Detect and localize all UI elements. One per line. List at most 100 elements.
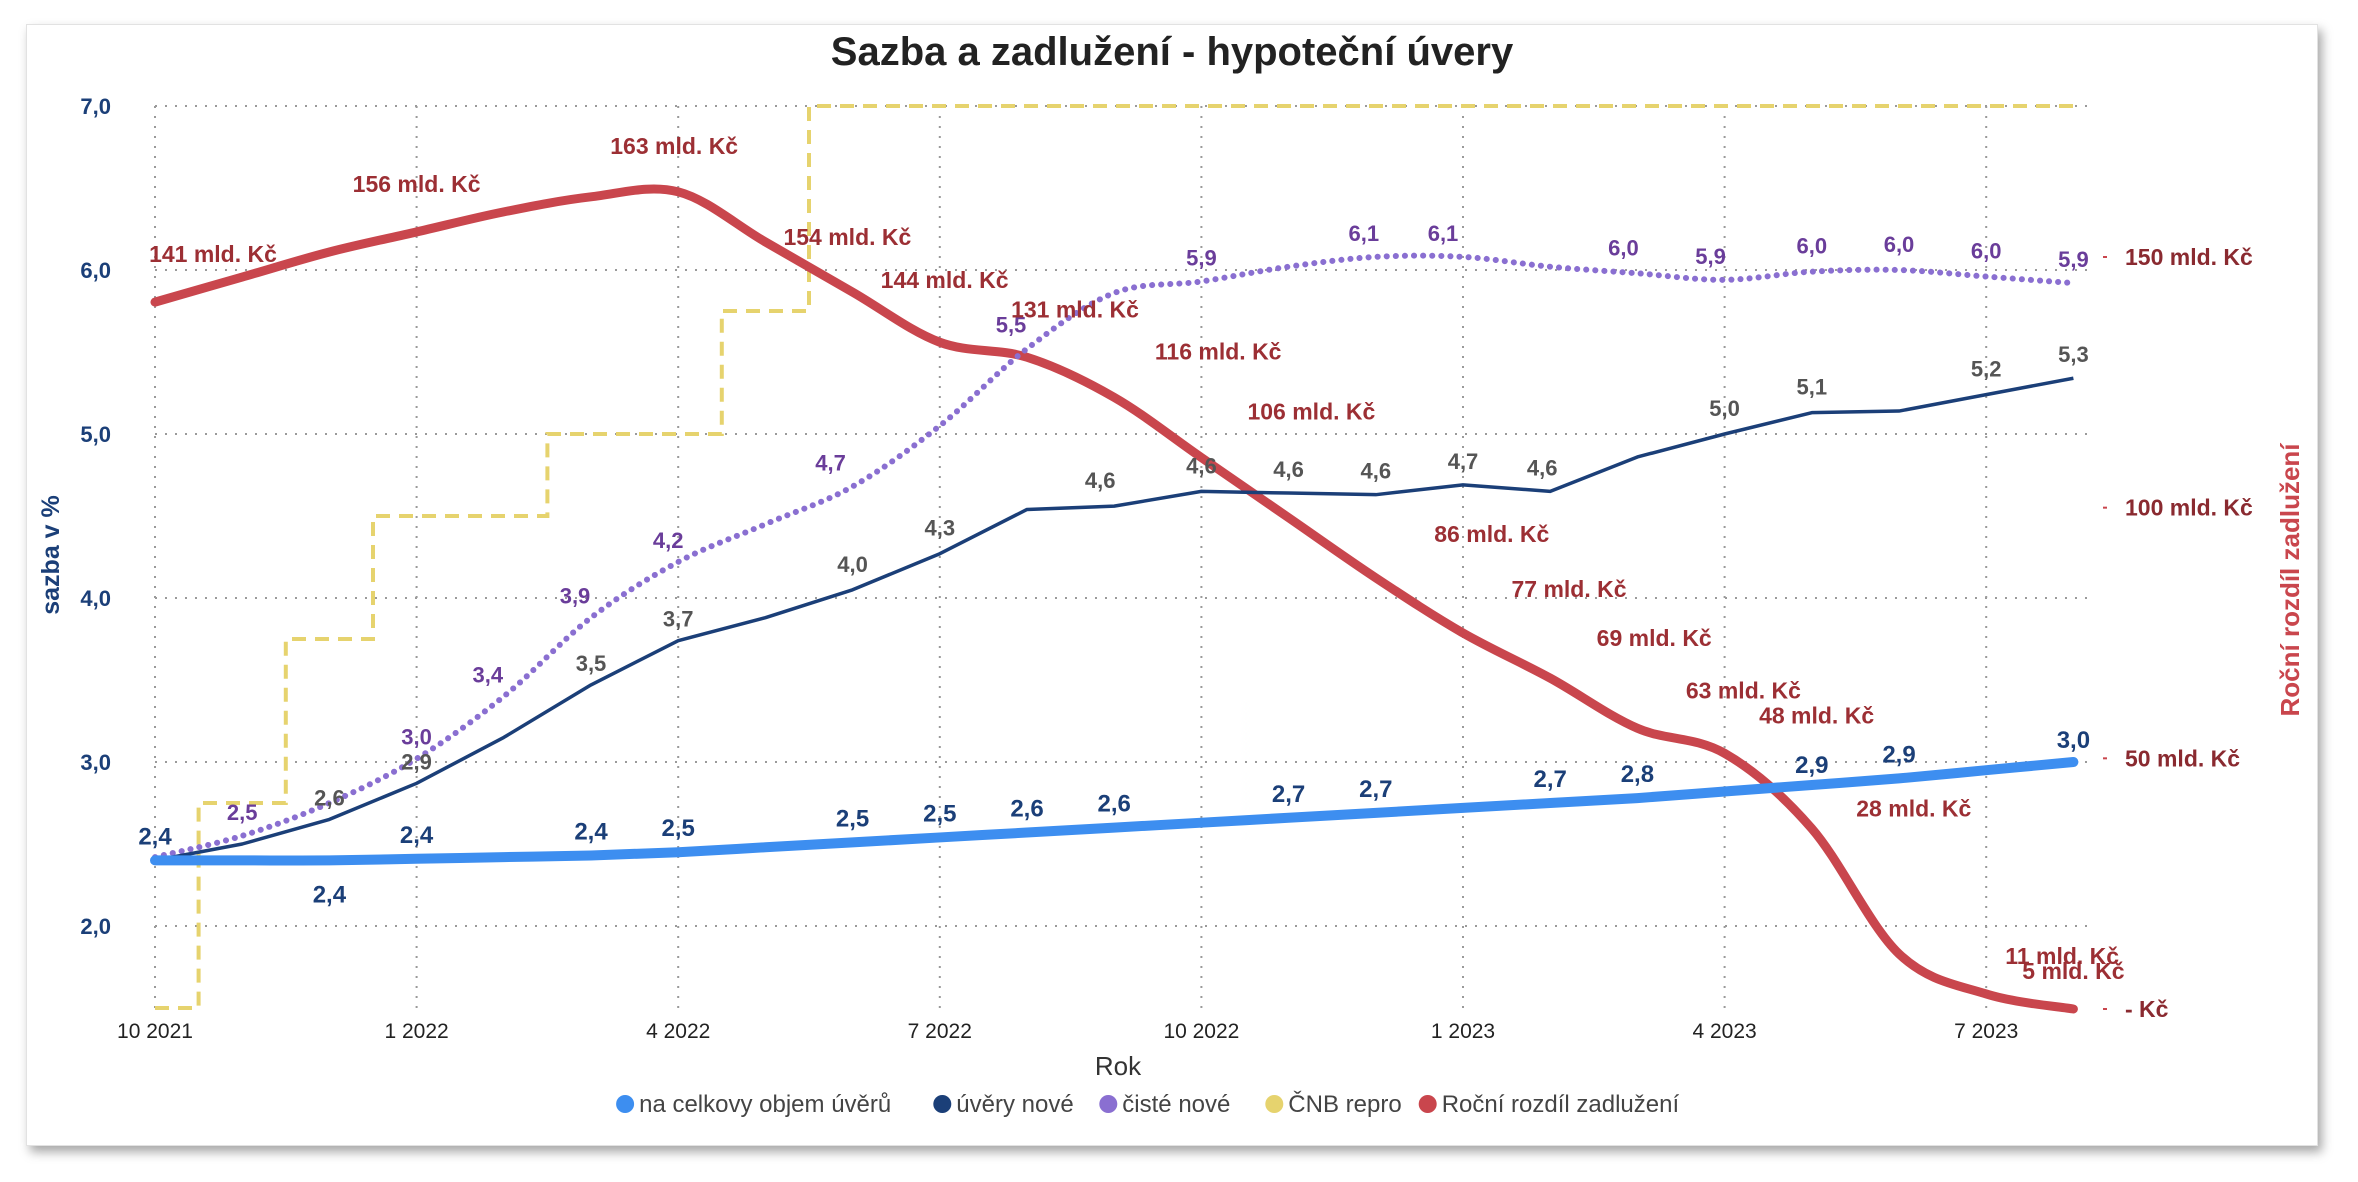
data-label-uvery-nove: 4,6 (1085, 468, 1116, 493)
y-left-tick-label: 3,0 (80, 750, 111, 775)
y-left-tick-label: 5,0 (80, 422, 111, 447)
data-label-uvery-nove: 3,5 (576, 651, 607, 676)
legend-marker (1418, 1095, 1437, 1113)
data-label-rocni-rozdil: 156 mld. Kč (353, 171, 481, 197)
data-label-uvery-nove: 5,2 (1971, 357, 2002, 382)
data-label-ciste-nove: 6,0 (1884, 232, 1915, 257)
x-tick-label: 10 2022 (1163, 1020, 1239, 1043)
data-label-celkovy: 2,8 (1621, 761, 1654, 788)
data-label-uvery-nove: 4,6 (1527, 455, 1558, 480)
series-line-celkovy-objem (150, 757, 2079, 866)
data-label-rocni-rozdil: 5 mld. Kč (2022, 958, 2124, 984)
y-right-axis-title: Roční rozdíl zadlužení (2275, 443, 2305, 717)
data-label-uvery-nove: 5,0 (1709, 396, 1740, 421)
data-label-celkovy: 3,0 (2057, 727, 2090, 754)
series-line-cnb-repro (155, 104, 2074, 1010)
data-label-uvery-nove: 4,0 (837, 552, 868, 577)
data-label-celkovy: 2,6 (1010, 796, 1043, 823)
y-left-tick-label: 2,0 (80, 914, 111, 939)
data-label-celkovy: 2,7 (1272, 781, 1305, 808)
data-label-rocni-rozdil: 144 mld. Kč (881, 267, 1009, 293)
x-tick-label: 1 2022 (384, 1020, 448, 1043)
data-label-celkovy: 2,4 (313, 881, 347, 908)
y-left-tick-label: 7,0 (80, 94, 111, 119)
data-label-ciste-nove: 6,1 (1349, 221, 1380, 246)
data-label-uvery-nove: 3,7 (663, 607, 694, 632)
data-label-ciste-nove: 3,0 (401, 725, 432, 750)
data-label-rocni-rozdil: 141 mld. Kč (149, 241, 277, 267)
data-label-uvery-nove: 4,6 (1361, 459, 1392, 484)
data-label-rocni-rozdil: 69 mld. Kč (1597, 625, 1712, 651)
data-label-ciste-nove: 3,4 (473, 662, 504, 687)
data-label-rocni-rozdil: 116 mld. Kč (1155, 338, 1282, 364)
data-label-celkovy: 2,7 (1534, 766, 1567, 793)
legend-marker (1265, 1095, 1284, 1113)
legend-label: na celkovy objem úvěrů (639, 1091, 891, 1118)
data-label-rocni-rozdil: 77 mld. Kč (1511, 576, 1626, 602)
legend-marker (616, 1095, 635, 1113)
y-left-axis-title: sazba v % (37, 495, 65, 615)
data-label-celkovy: 2,4 (574, 818, 608, 845)
data-label-uvery-nove: 4,7 (1448, 449, 1479, 474)
x-tick-label: 10 2021 (117, 1020, 193, 1043)
legend-label: čisté nové (1122, 1091, 1230, 1118)
data-label-uvery-nove: 5,1 (1797, 375, 1828, 400)
data-label-uvery-nove: 2,6 (314, 785, 345, 810)
data-label-rocni-rozdil: 163 mld. Kč (610, 133, 738, 159)
data-label-uvery-nove: 4,3 (925, 516, 956, 541)
data-label-rocni-rozdil: 11 mld. Kč (2005, 943, 2119, 969)
data-label-ciste-nove: 6,0 (1608, 235, 1639, 260)
legend-label: ČNB repro (1288, 1090, 1401, 1118)
data-label-celkovy: 2,6 (1098, 791, 1131, 818)
legend-label: Roční rozdíl zadlužení (1442, 1091, 1680, 1118)
x-tick-label: 7 2023 (1954, 1020, 2018, 1043)
data-label-ciste-nove: 6,0 (1797, 234, 1828, 259)
data-label-celkovy: 2,4 (400, 822, 434, 849)
data-label-uvery-nove: 4,6 (1186, 453, 1217, 478)
x-tick-label: 1 2023 (1431, 1020, 1495, 1043)
data-label-celkovy: 2,5 (923, 800, 956, 827)
data-label-ciste-nove: 5,5 (996, 313, 1027, 338)
data-label-celkovy: 2,5 (662, 815, 695, 842)
data-label-celkovy: 2,9 (1795, 752, 1828, 779)
legend-label: úvěry nové (956, 1091, 1073, 1118)
y-right-tick-label: 150 mld. Kč (2125, 244, 2253, 270)
data-label-ciste-nove: 6,1 (1428, 221, 1459, 246)
data-label-ciste-nove: 3,9 (560, 584, 591, 609)
y-left-tick-label: 6,0 (80, 258, 111, 283)
data-label-rocni-rozdil: 48 mld. Kč (1759, 702, 1874, 728)
data-label-ciste-nove: 5,9 (1695, 244, 1726, 269)
data-label-ciste-nove: 2,5 (227, 800, 258, 825)
data-label-ciste-nove: 5,9 (2058, 247, 2089, 272)
legend-marker (1099, 1095, 1118, 1113)
x-tick-label: 4 2023 (1692, 1020, 1756, 1043)
data-label-ciste-nove: 4,7 (815, 450, 846, 475)
data-label-uvery-nove: 5,3 (2058, 342, 2089, 367)
chart: Sazba a zadlužení - hypoteční úvery 2,0 3,… (37, 30, 2305, 1118)
legend-marker (933, 1095, 952, 1113)
data-label-ciste-nove: 5,9 (1186, 245, 1217, 270)
x-tick-label: 7 2022 (908, 1020, 972, 1043)
data-label-ciste-nove: 6,0 (1971, 239, 2002, 264)
data-label-rocni-rozdil: 86 mld. Kč (1434, 521, 1549, 547)
data-label-celkovy: 2,9 (1882, 741, 1915, 768)
y-left-tick-label: 4,0 (80, 586, 111, 611)
data-label-uvery-nove: 4,6 (1273, 457, 1304, 482)
data-label-rocni-rozdil: 106 mld. Kč (1247, 399, 1375, 425)
chart-title: Sazba a zadlužení - hypoteční úvery (831, 30, 1514, 74)
data-label-celkovy: 2,4 (138, 823, 172, 850)
data-label-rocni-rozdil: 63 mld. Kč (1686, 677, 1801, 703)
data-label-uvery-nove: 2,9 (401, 749, 432, 774)
series-line-rocni-rozdil (150, 184, 2078, 1014)
y-right-tick-label: 100 mld. Kč (2125, 495, 2253, 521)
data-label-ciste-nove: 4,2 (653, 528, 684, 553)
y-right-tick-label: 50 mld. Kč (2125, 745, 2240, 771)
data-label-celkovy: 2,7 (1359, 776, 1392, 803)
data-label-rocni-rozdil: 154 mld. Kč (783, 224, 911, 250)
y-right-tick-label: - Kč (2125, 996, 2169, 1022)
x-tick-label: 4 2022 (646, 1020, 710, 1043)
chart-card: Sazba a zadlužení - hypoteční úvery 2,0 3,… (26, 24, 2318, 1146)
data-label-rocni-rozdil: 131 mld. Kč (1011, 296, 1139, 322)
x-axis-title: Rok (1095, 1051, 1142, 1081)
data-label-celkovy: 2,5 (836, 805, 869, 832)
